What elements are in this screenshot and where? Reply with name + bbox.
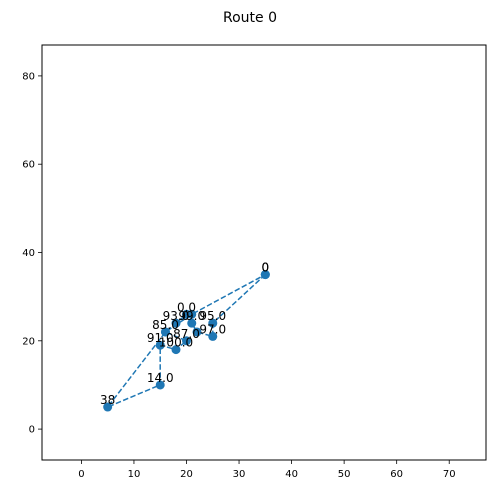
route-point (187, 318, 197, 328)
x-tick-label: 70 (443, 469, 456, 480)
x-tick-label: 0 (78, 469, 84, 480)
point-label: 38 (100, 393, 115, 407)
point-label: 0 (261, 261, 269, 275)
x-tick-label: 40 (285, 469, 298, 480)
y-tick-label: 20 (22, 336, 35, 347)
chart-title: Route 0 (223, 10, 277, 26)
point-label: 95.0 (199, 309, 226, 323)
y-tick-label: 0 (29, 425, 35, 436)
point-label: 91.0 (147, 331, 174, 345)
route-point (260, 270, 270, 280)
point-label: 99.0 (178, 309, 205, 323)
route-point (160, 327, 170, 337)
route-point (155, 340, 165, 350)
plot-frame (41, 44, 487, 461)
route-point (181, 336, 191, 346)
x-tick-label: 10 (128, 469, 141, 480)
axis-ticks: 0 10 20 30 40 50 60 70 0 20 40 60 80 (22, 71, 455, 480)
point-label: 97.0 (199, 322, 226, 336)
route-points (103, 270, 270, 412)
x-tick-label: 60 (390, 469, 403, 480)
point-label: 14.0 (147, 371, 174, 385)
plot-background (42, 45, 486, 460)
y-tick-label: 40 (22, 248, 35, 259)
point-label: 0.0 (177, 300, 196, 314)
point-label: 87.0 (173, 327, 200, 341)
point-label: 93.0 (163, 309, 190, 323)
route-point (208, 331, 218, 341)
route-point (171, 345, 181, 355)
route-point (155, 380, 165, 390)
x-tick-label: 30 (233, 469, 246, 480)
route-point (192, 327, 202, 337)
x-tick-label: 20 (180, 469, 193, 480)
y-tick-label: 60 (22, 160, 35, 171)
route-point (208, 318, 218, 328)
y-tick-label: 80 (22, 71, 35, 82)
x-tick-label: 50 (338, 469, 351, 480)
route-line (105, 273, 266, 409)
point-label: 0 (261, 261, 269, 275)
route-point (187, 309, 197, 319)
route-point (171, 318, 181, 328)
point-label: 85.0 (152, 318, 179, 332)
route-point (103, 402, 113, 412)
point-label: 100.0 (159, 336, 193, 350)
